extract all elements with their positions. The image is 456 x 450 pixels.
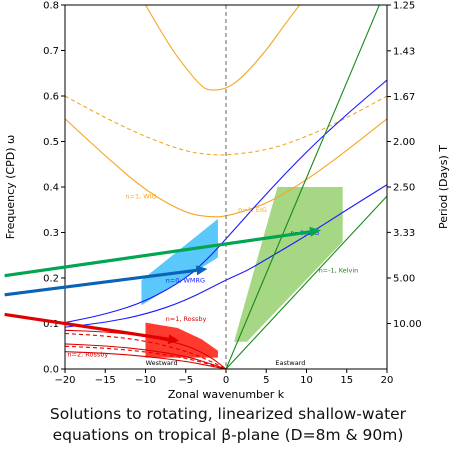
period-axis-label: Period (Days) T	[437, 145, 450, 229]
dispersion-curve-5	[225, 5, 380, 369]
caption-line-2: equations on tropical β-plane (D=8m & 90…	[52, 426, 404, 444]
dispersion-curve-8	[65, 332, 227, 369]
period-axis-ticks: 1.25 1.43 1.67 2.00 2.50 3.33 5.00 10.00	[387, 1, 422, 330]
dispersion-curve-2	[145, 5, 301, 91]
westward-label: Westward	[146, 359, 178, 367]
y-tick-label: 0.6	[43, 92, 59, 103]
dispersion-curve-3	[65, 79, 387, 324]
arrow-shaft-0	[4, 230, 311, 278]
period-tick-label: 3.33	[393, 228, 415, 239]
x-tick-label: 20	[381, 375, 394, 386]
y-axis-ticks: 0.0 0.1 0.2 0.3 0.4 0.5 0.6 0.7 0.8	[43, 1, 65, 376]
curve-label: n=0, WMRG	[166, 277, 205, 285]
y-tick-label: 0.5	[43, 137, 59, 148]
dispersion-curve-10	[65, 345, 227, 369]
dispersion-curve-1	[65, 95, 387, 156]
y-tick-label: 0.0	[43, 365, 59, 376]
dispersion-curve-11	[65, 351, 227, 369]
shaded-region-2	[234, 187, 343, 342]
x-tick-label: −15	[95, 375, 116, 386]
shaded-region-0	[141, 218, 218, 306]
dispersion-curves	[65, 5, 387, 369]
arrow-shaft-1	[4, 268, 197, 297]
curve-label: n=-1, Kelvin	[319, 267, 359, 275]
period-tick-label: 1.67	[393, 92, 415, 103]
x-tick-label: 15	[340, 375, 353, 386]
arrow-head-2	[167, 334, 180, 345]
dispersion-curve-6	[225, 195, 387, 369]
x-axis-ticks: −20 −15 −10 −5 0 5 10 15 20	[54, 369, 393, 386]
shaded-region-1	[145, 322, 218, 358]
curve-label: n=1, WIG	[125, 192, 156, 200]
y-tick-label: 0.2	[43, 274, 59, 285]
period-tick-label: 10.00	[393, 319, 422, 330]
curve-label: n=1, EIG	[238, 206, 267, 214]
dispersion-chart: −20 −15 −10 −5 0 5 10 15 20 0.00.10.20.30.40.50.…	[4, 1, 450, 402]
x-tick-label: −20	[54, 375, 75, 386]
dispersion-curve-0	[65, 118, 387, 218]
arrow-head-0	[309, 226, 321, 237]
y-tick-label: 0.8	[43, 1, 59, 12]
period-tick-label: 5.00	[393, 274, 415, 285]
dispersion-curve-4	[65, 184, 387, 328]
x-tick-label: −5	[178, 375, 193, 386]
arrow-head-1	[195, 265, 208, 276]
arrow-shaft-2	[4, 312, 169, 341]
dispersion-curve-9	[65, 343, 227, 369]
curve-label: n=2, Rossby	[67, 350, 108, 358]
x-tick-label: −10	[135, 375, 156, 386]
y-axis-label: Frequency (CPD) ω	[4, 135, 17, 239]
figure-caption: Solutions to rotating, linearized shallo…	[0, 404, 456, 446]
period-tick-label: 1.43	[393, 46, 415, 57]
caption-line-1: Solutions to rotating, linearized shallo…	[49, 405, 407, 423]
x-tick-label: 5	[263, 375, 269, 386]
period-tick-label: 2.50	[393, 183, 415, 194]
y-tick-label: 0.3	[43, 228, 59, 239]
y-tick-label: 0.4	[43, 183, 59, 194]
x-tick-label: 10	[300, 375, 313, 386]
eastward-label: Eastward	[275, 359, 305, 367]
curve-label: n=1, Rossby	[166, 315, 207, 323]
x-tick-label: 0	[223, 375, 229, 386]
y-tick-label: 0.7	[43, 46, 59, 57]
period-tick-label: 1.25	[393, 1, 415, 12]
annotation-arrows	[4, 226, 321, 345]
x-axis-label: Zonal wavenumber k	[168, 388, 285, 401]
shaded-regions	[141, 187, 343, 358]
y-tick-label: 0.1	[43, 319, 59, 330]
period-tick-label: 2.00	[393, 137, 415, 148]
